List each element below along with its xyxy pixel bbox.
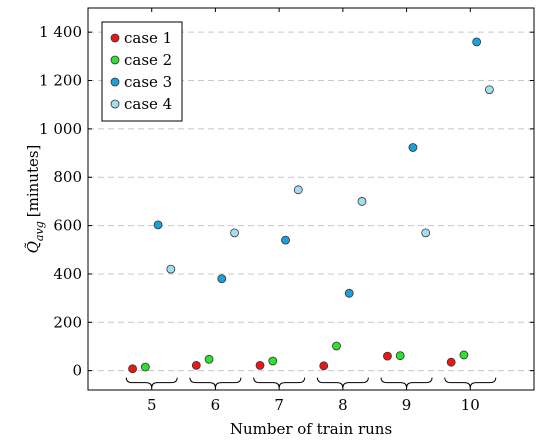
legend-marker <box>110 55 120 65</box>
data-points <box>128 37 494 374</box>
data-point <box>459 350 469 360</box>
data-point <box>383 351 392 361</box>
group-brace <box>380 377 433 388</box>
data-point <box>140 362 150 372</box>
data-point <box>446 357 456 367</box>
group-brace <box>316 377 369 388</box>
x-tick-label: 9 <box>402 396 412 414</box>
x-tick-label: 5 <box>147 396 157 414</box>
y-tick-label: 800 <box>53 168 82 186</box>
x-axis-ticks: 5 6 7 8 9 10 <box>147 8 480 414</box>
y-tick-label: 1 000 <box>39 120 82 138</box>
data-point <box>357 197 367 206</box>
legend-entries: case 1 case 2 case 3 case 4 <box>110 29 172 113</box>
y-axis-ticks: 0 200 400 600 800 1 000 1 200 1 400 <box>39 23 534 380</box>
data-point <box>217 274 227 284</box>
data-point <box>166 264 176 274</box>
y-tick-label: 0 <box>72 362 82 380</box>
group-brace <box>125 377 178 388</box>
y-axis-title: Q̃avg [minutes] <box>24 145 46 254</box>
plot-frame <box>87 7 535 391</box>
data-point <box>293 185 303 195</box>
data-point <box>344 288 354 298</box>
group-brace <box>189 377 242 388</box>
y-tick-label: 1 400 <box>39 23 82 41</box>
data-point <box>421 228 431 238</box>
x-axis-title: Number of train runs <box>230 420 392 438</box>
data-point <box>204 354 214 364</box>
legend: case 1 case 2 case 3 case 4 <box>101 21 183 122</box>
data-point <box>408 143 418 152</box>
legend-label: case 2 <box>124 51 172 69</box>
y-axis-title-unit: [minutes] <box>24 145 42 218</box>
y-tick-label: 600 <box>53 217 82 235</box>
y-tick-label: 1 200 <box>39 72 82 90</box>
group-brace <box>253 377 306 388</box>
x-tick-label: 8 <box>338 396 348 414</box>
data-point <box>472 37 482 47</box>
x-tick-label: 10 <box>461 396 480 414</box>
x-tick-label: 7 <box>274 396 284 414</box>
data-point <box>332 341 341 351</box>
data-point <box>268 356 278 366</box>
legend-marker <box>110 77 120 87</box>
svg-text:Q̃avg[minutes]: Q̃avg [minutes] <box>24 145 46 254</box>
data-point <box>128 364 138 374</box>
data-point <box>191 360 201 370</box>
data-point <box>484 85 494 95</box>
data-point <box>153 220 163 230</box>
legend-marker <box>110 99 120 109</box>
y-tick-label: 200 <box>53 313 82 331</box>
data-point <box>395 351 405 361</box>
data-point <box>281 235 290 245</box>
y-axis-title-main: Q̃ <box>24 241 42 253</box>
category-braces <box>125 377 497 388</box>
data-point <box>230 228 239 238</box>
data-point <box>319 361 329 371</box>
legend-label: case 4 <box>124 95 172 113</box>
group-brace <box>444 377 497 388</box>
legend-label: case 1 <box>124 29 172 47</box>
x-tick-label: 6 <box>211 396 221 414</box>
y-axis-title-sub: avg <box>33 221 46 241</box>
legend-marker <box>110 33 120 43</box>
legend-label: case 3 <box>124 73 172 91</box>
data-point <box>255 360 265 370</box>
y-tick-label: 400 <box>53 265 82 283</box>
